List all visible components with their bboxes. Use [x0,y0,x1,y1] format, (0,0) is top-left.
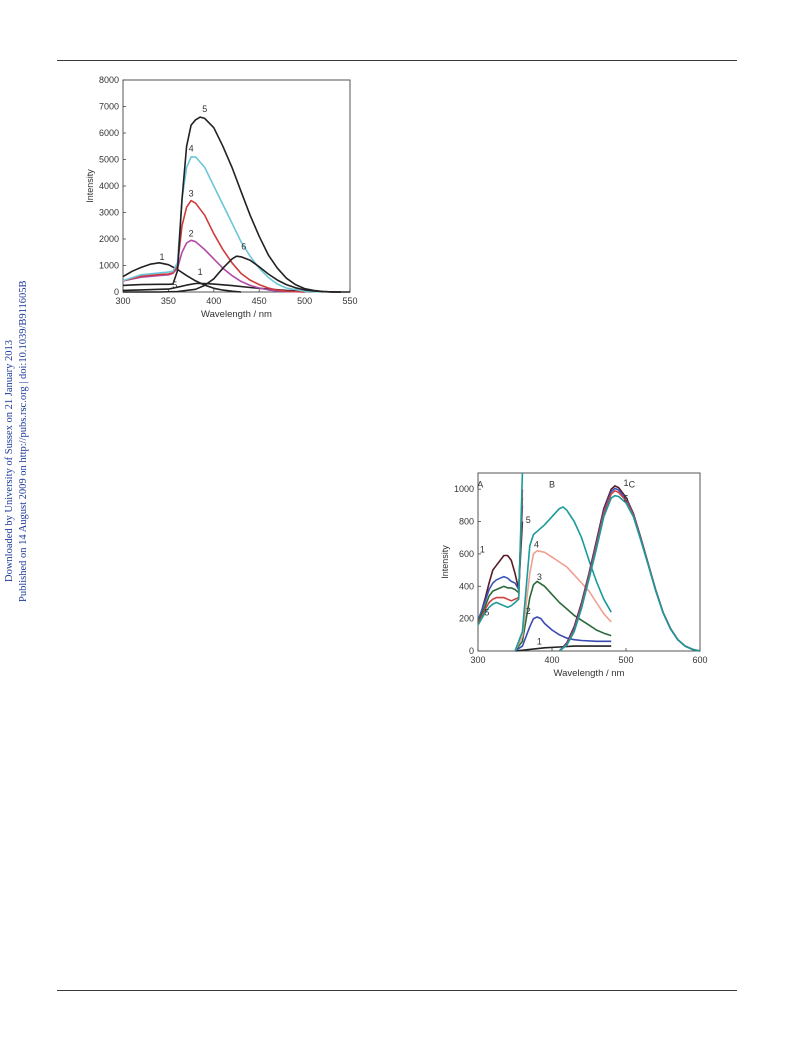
fig1-y-tick-label: 6000 [99,128,119,138]
fig2-curve-label: 5 [623,493,628,503]
fig1-series-3 [122,199,305,293]
fig2-series-B3 [514,580,612,652]
fig2-x-tick-label: 300 [470,655,485,665]
fig2-y-tick-label: 600 [459,549,474,559]
fig2-series-A5 [477,472,524,626]
fig2-series-A3 [477,497,524,623]
fig1-y-tick-label: 5000 [99,155,119,165]
figure-2-emission-spectra: 300 400 500 600 0 200 400 600 800 1000 Wavelength … [440,472,708,679]
footer-rule [57,990,737,991]
fig1-y-axis-label: Intensity [85,169,95,203]
fig1-curve-label: 2 [189,228,194,238]
fig1-x-tick-label: 350 [161,296,176,306]
fig1-y-tick-label: 1000 [99,261,119,271]
fig2-series-B5 [514,506,612,652]
fig1-y-tick-label: 7000 [99,102,119,112]
fig2-series-C5 [558,494,701,652]
header-rule [57,60,737,61]
fig2-curve-label: 5 [484,607,489,617]
fig1-plot-frame [122,79,351,293]
fig1-x-tick-label: 450 [252,296,267,306]
fig1-y-tick-label: 2000 [99,234,119,244]
fig1-curve-label: 3 [189,189,194,199]
fig2-series-C3 [558,489,701,652]
fig2-curve-label: C [629,480,636,490]
fig2-series-B4 [514,549,612,652]
fig2-curve-label: B [549,480,555,490]
fig2-plot-frame [477,472,701,652]
fig2-series-C2 [558,487,701,652]
fig2-curve-label: A [477,480,483,490]
fig1-curve-label: 1 [160,252,165,262]
fig2-series-B2 [514,616,612,652]
fig2-y-tick-label: 800 [459,517,474,527]
fig2-series-A4 [477,489,524,624]
fig2-y-tick-label: 1000 [454,484,474,494]
fig1-x-axis-label: Wavelength / nm [201,309,272,320]
fig2-x-tick-label: 600 [692,655,707,665]
fig2-curve-label: 1 [623,478,628,488]
fig2-x-tick-label: 500 [618,655,633,665]
fig1-x-tick-label: 400 [206,296,221,306]
fig2-curve-label: 2 [526,606,531,616]
fig1-y-tick-label: 8000 [99,75,119,85]
fig2-y-tick-label: 0 [469,646,474,656]
download-notice-line-2: Published on 14 August 2009 on http://pu… [18,280,29,603]
fig2-x-tick-label: 400 [544,655,559,665]
figure-1-emission-spectra: 300 350 400 450 500 550 0 1000 2000 3000 4000 5000 6… [85,75,358,320]
fig2-x-axis-label: Wavelength / nm [554,668,625,679]
fig1-series-1 [122,262,242,293]
fig2-curve-label: 5 [526,515,531,525]
fig2-series-A1 [477,521,524,624]
fig1-x-tick-label: 300 [115,296,130,306]
fig2-curve-label: 1 [480,544,485,554]
fig1-x-tick-label: 550 [342,296,357,306]
fig1-y-tick-label: 0 [114,287,119,297]
fig2-series-A2 [477,505,524,621]
fig1-curve-label: 5 [202,104,207,114]
download-notice-line-1: Downloaded by University of Sussex on 21… [4,339,15,582]
fig2-curve-label: 1 [537,637,542,647]
download-notice: Downloaded by University of Sussex on 21… [0,0,30,1039]
fig2-curve-label: 3 [537,572,542,582]
fig1-curve-label: 1 [198,267,203,277]
fig2-series-B1 [514,645,612,652]
fig1-series-6 [123,255,341,293]
fig1-y-tick-label: 3000 [99,208,119,218]
fig1-series-5 [122,116,341,293]
fig2-curve-label: 4 [534,539,539,549]
fig2-y-tick-label: 400 [459,581,474,591]
fig1-curve-label: 4 [189,144,194,154]
fig1-series-4 [122,156,323,293]
fig1-y-tick-label: 4000 [99,181,119,191]
fig1-curve-label: 6 [241,242,246,252]
fig2-y-tick-label: 200 [459,614,474,624]
fig1-curve-label: 5 [172,280,177,290]
fig2-y-axis-label: Intensity [440,545,450,579]
fig1-x-tick-label: 500 [297,296,312,306]
